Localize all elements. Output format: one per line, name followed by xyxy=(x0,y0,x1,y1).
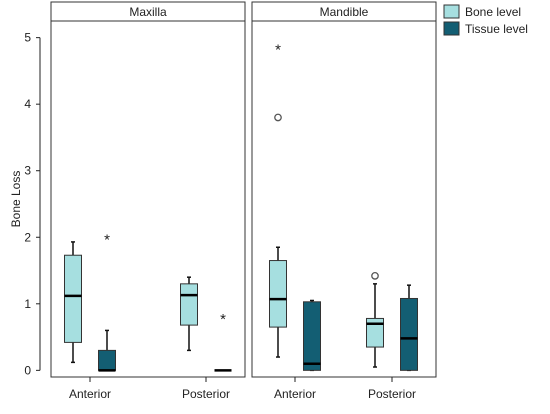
outlier-point xyxy=(274,113,282,122)
extreme-point: * xyxy=(275,42,281,59)
box-iqr xyxy=(64,254,82,343)
x-tick-label: Anterior xyxy=(69,387,111,401)
extreme-point: * xyxy=(104,231,110,248)
x-tick-label: Anterior xyxy=(274,387,316,401)
extreme-point: * xyxy=(220,311,226,328)
legend: Bone level Tissue level xyxy=(443,4,528,36)
panel-title: Maxilla xyxy=(129,5,167,19)
y-tick-label: 4 xyxy=(24,97,31,111)
panel-title: Mandible xyxy=(320,5,369,19)
y-tick-label: 1 xyxy=(24,297,31,311)
y-axis-label: Bone Loss xyxy=(9,171,23,228)
box-iqr xyxy=(303,301,321,371)
legend-swatch xyxy=(443,21,460,36)
box-bone-level xyxy=(64,241,82,364)
panel-frame xyxy=(50,20,246,378)
x-tick-label: Posterior xyxy=(182,387,230,401)
box-iqr xyxy=(400,297,418,371)
legend-label: Tissue level xyxy=(465,22,528,36)
box-bone-level xyxy=(180,276,198,352)
box-iqr xyxy=(366,317,384,348)
y-tick-label: 5 xyxy=(24,31,31,45)
box-bone-level: * xyxy=(269,42,287,358)
box-tissue-level: * xyxy=(214,311,232,372)
y-tick-label: 0 xyxy=(24,363,31,377)
box-iqr xyxy=(98,349,116,371)
box-tissue-level xyxy=(400,284,418,372)
y-tick-label: 2 xyxy=(24,230,31,244)
box-bone-level xyxy=(366,272,384,368)
y-tick-label: 3 xyxy=(24,164,31,178)
x-tick-label: Posterior xyxy=(368,387,416,401)
legend-swatch xyxy=(443,4,460,19)
outlier-point xyxy=(371,272,379,280)
box-iqr xyxy=(269,260,287,328)
legend-label: Bone level xyxy=(465,5,521,19)
box-tissue-level xyxy=(303,299,321,372)
panel-frame xyxy=(251,20,437,378)
box-tissue-level: * xyxy=(98,231,116,372)
box-iqr xyxy=(180,283,198,326)
